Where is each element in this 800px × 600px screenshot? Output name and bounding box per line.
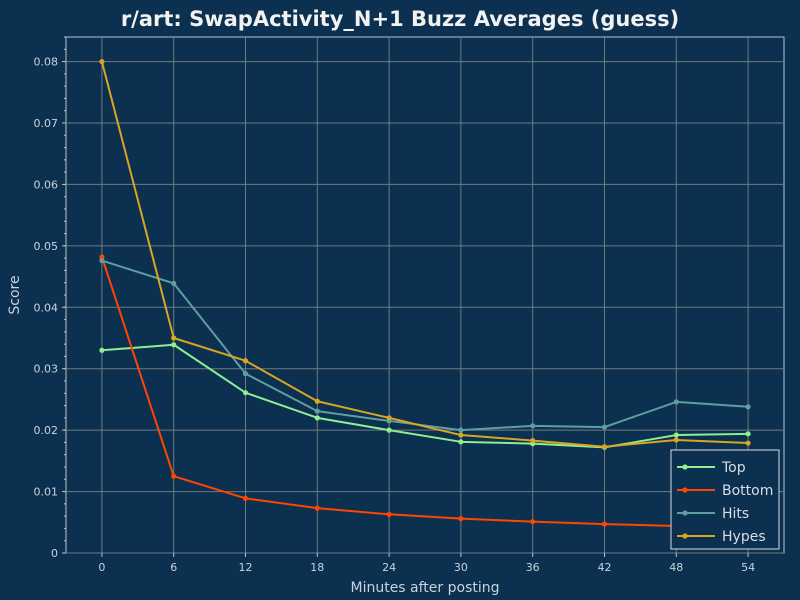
x-tick-label: 6 <box>170 561 177 574</box>
data-point <box>530 437 536 444</box>
data-point <box>171 335 177 341</box>
data-point <box>314 415 320 421</box>
series-line <box>100 61 749 448</box>
y-tick-label: 0 <box>51 547 58 560</box>
data-point <box>458 439 464 445</box>
legend-item: Hits <box>677 506 749 522</box>
data-point <box>242 495 249 501</box>
data-point <box>745 440 751 446</box>
x-tick-label: 12 <box>239 561 253 574</box>
x-tick-label: 48 <box>669 561 683 574</box>
series-bottom <box>99 254 751 531</box>
data-point <box>673 432 679 438</box>
data-point <box>458 427 464 433</box>
legend-item: Top <box>677 460 746 476</box>
y-tick-label: 0.07 <box>34 117 59 130</box>
x-tick-label: 24 <box>382 561 396 574</box>
data-point <box>314 505 320 511</box>
x-axis-label: Minutes after posting <box>350 580 499 596</box>
series-hypes <box>99 58 751 450</box>
data-point <box>99 254 105 260</box>
x-tick-label: 42 <box>598 561 612 574</box>
legend-marker <box>682 533 688 539</box>
series-group <box>99 58 751 531</box>
axis-ticks: 0 6 12 18 24 30 36 42 48 54 0 0.01 0.02 0.03 0.04 0.05 0… <box>34 36 755 574</box>
data-point <box>745 431 751 437</box>
data-point <box>458 516 464 522</box>
data-point <box>458 432 464 438</box>
data-point <box>745 404 751 410</box>
legend-marker <box>682 464 688 470</box>
x-tick-label: 0 <box>98 561 105 574</box>
data-point <box>530 519 536 525</box>
y-tick-label: 0.06 <box>34 178 59 191</box>
data-point <box>673 437 679 443</box>
data-point <box>171 473 177 479</box>
series-top <box>99 342 751 450</box>
legend-label: Top <box>721 460 746 476</box>
data-point <box>99 58 105 65</box>
data-point <box>99 347 105 353</box>
legend: Top Bottom Hits Hypes <box>670 449 780 550</box>
data-point <box>601 424 608 430</box>
data-point <box>386 427 392 433</box>
data-point <box>314 408 320 414</box>
legend-marker <box>682 510 688 516</box>
y-tick-label: 0.05 <box>34 240 59 253</box>
legend-item: Bottom <box>677 483 773 499</box>
x-tick-label: 54 <box>741 561 755 574</box>
data-point <box>242 358 249 364</box>
series-line <box>101 343 749 449</box>
data-point <box>601 444 608 450</box>
y-tick-label: 0.04 <box>34 301 59 314</box>
data-point <box>242 390 249 396</box>
series-line <box>100 256 749 529</box>
data-point <box>530 423 536 429</box>
y-tick-label: 0.01 <box>34 486 59 499</box>
x-tick-label: 18 <box>310 561 324 574</box>
legend-label: Hits <box>722 506 749 522</box>
data-point <box>242 371 249 377</box>
chart-title: r/art: SwapActivity_N+1 Buzz Averages (g… <box>121 7 679 31</box>
y-tick-label: 0.08 <box>34 56 59 69</box>
x-tick-label: 30 <box>454 561 468 574</box>
y-tick-label: 0.02 <box>34 424 59 437</box>
data-point <box>171 280 177 286</box>
data-point <box>386 511 392 517</box>
x-tick-label: 36 <box>526 561 540 574</box>
data-point <box>601 521 608 527</box>
data-point <box>314 398 320 404</box>
data-point <box>99 258 105 264</box>
y-tick-label: 0.03 <box>34 363 59 376</box>
y-axis-label: Score <box>7 275 23 314</box>
legend-item: Hypes <box>677 529 766 545</box>
data-point <box>171 342 177 348</box>
data-point <box>673 399 679 405</box>
legend-label: Hypes <box>722 529 766 545</box>
data-point <box>386 415 392 421</box>
legend-label: Bottom <box>722 483 773 499</box>
legend-marker <box>682 487 688 493</box>
